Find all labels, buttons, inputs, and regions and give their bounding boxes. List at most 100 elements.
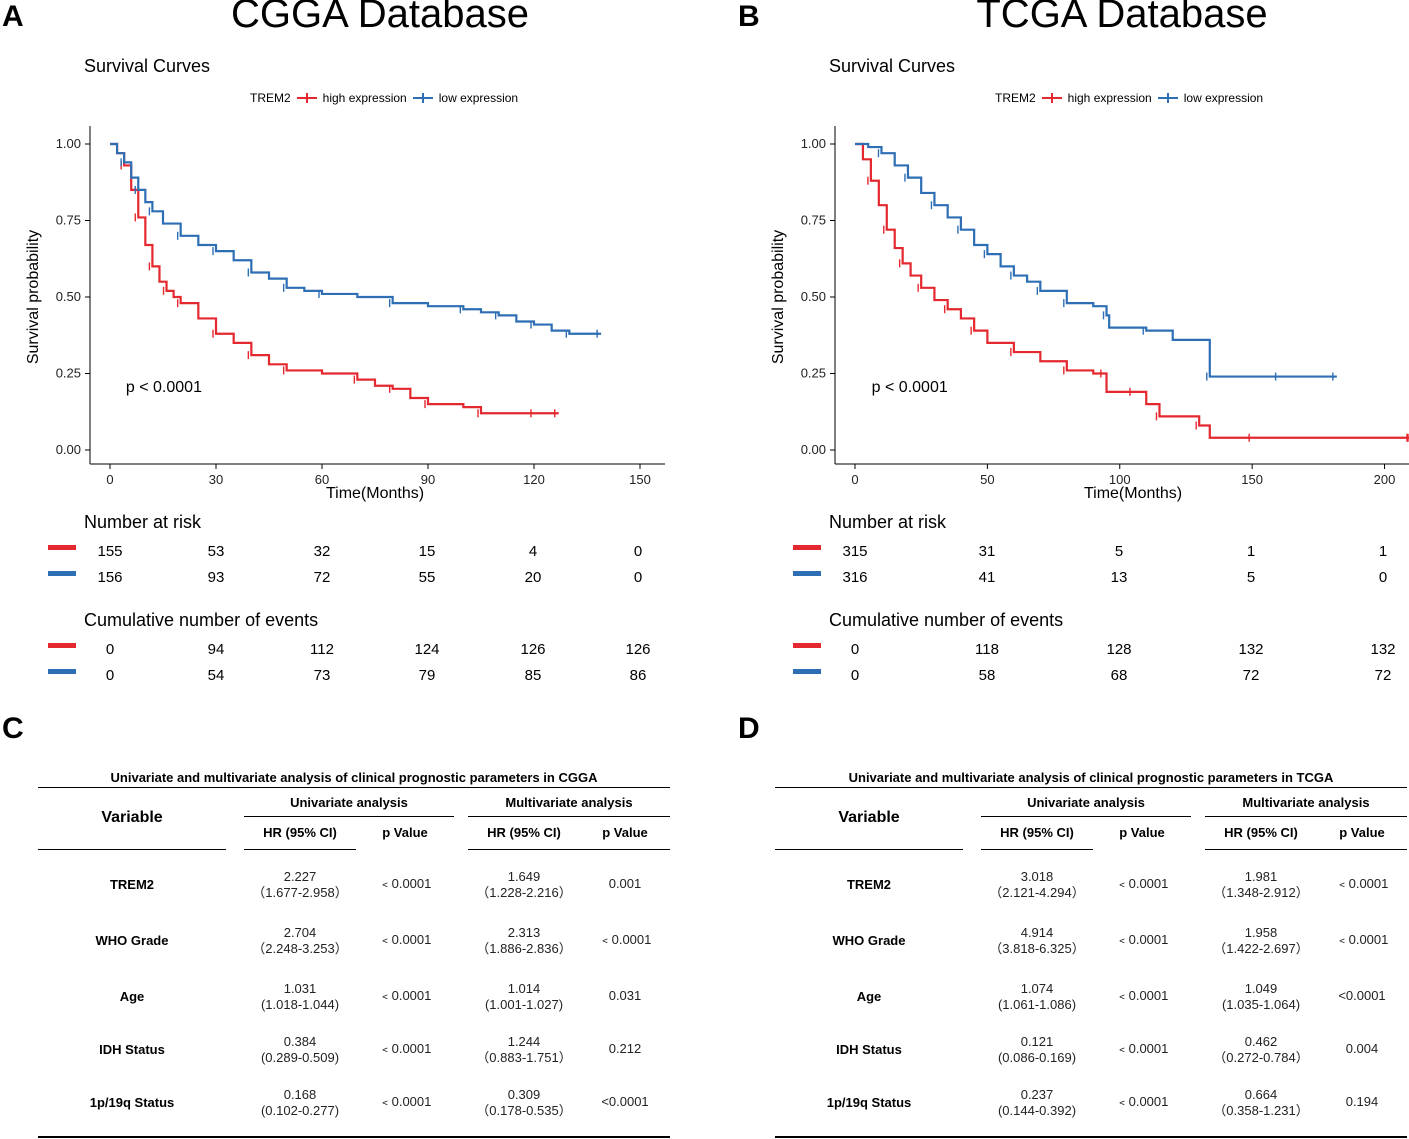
row-multi-ci: (1.001-1.027) <box>484 997 564 1012</box>
tcga-legend: TREM2 high expression low expression <box>995 91 1263 105</box>
row-multi-ci: （0.358-1.231） <box>1213 1103 1309 1118</box>
header-p: p Value <box>1339 825 1385 840</box>
tcga-events-high-bar <box>793 643 821 648</box>
events-low-value: 72 <box>1242 667 1260 684</box>
y-tick-label: 0.00 <box>56 442 81 457</box>
events-high-value: 112 <box>310 641 334 658</box>
header-rule <box>468 849 670 850</box>
row-uni-ci: (0.289-0.509) <box>260 1050 340 1065</box>
x-tick-label: 60 <box>315 472 329 487</box>
row-variable: Age <box>856 989 882 1004</box>
risk-low-value: 93 <box>207 569 225 586</box>
row-uni-p: ﹤0.0001 <box>378 876 432 891</box>
cgga-survival-plot: 0.00 0.25 0.50 0.75 1.00 0 30 60 90 120 150 Time(Mo… <box>25 126 665 502</box>
row-multi-hr: 0.462 <box>1244 1034 1278 1049</box>
risk-low-value: 5 <box>1246 569 1256 586</box>
events-high-value: 126 <box>625 641 651 658</box>
risk-high-value: 15 <box>418 543 436 560</box>
legend-title: TREM2 <box>995 91 1036 105</box>
table-bottom-rule <box>775 1136 1407 1138</box>
risk-low-value: 20 <box>524 569 542 586</box>
x-tick-label: 30 <box>209 472 223 487</box>
risk-high-value: 4 <box>528 543 538 560</box>
y-axis-title: Survival probability <box>770 230 787 364</box>
row-multi-p: ﹤0.0001 <box>598 932 652 947</box>
row-multi-ci: （1.228-2.216） <box>476 885 572 900</box>
risk-high-value: 53 <box>207 543 225 560</box>
row-multi-p: ﹤0.0001 <box>1335 876 1389 891</box>
univariate-rule <box>244 816 454 817</box>
y-tick-label: 0.50 <box>801 289 826 304</box>
x-tick-label: 0 <box>106 472 113 487</box>
header-hr: HR (95% CI) <box>487 825 561 840</box>
risk-low-value: 0 <box>633 569 643 586</box>
y-tick-label: 0.25 <box>801 366 826 381</box>
header-univariate: Univariate analysis <box>1027 795 1145 810</box>
table-top-rule <box>38 787 670 788</box>
events-high-value: 124 <box>414 641 440 658</box>
row-multi-hr: 1.244 <box>507 1034 541 1049</box>
row-multi-p: 0.212 <box>608 1041 642 1056</box>
risk-high-value: 31 <box>978 543 996 560</box>
events-high-value: 0 <box>105 641 115 658</box>
cgga-events-low-bar <box>48 669 76 674</box>
legend-low-swatch <box>1157 93 1178 103</box>
row-variable: IDH Status <box>836 1042 902 1057</box>
y-tick-label: 0.75 <box>56 213 81 228</box>
univariate-rule <box>981 816 1191 817</box>
risk-low-value: 55 <box>418 569 436 586</box>
events-low-value: 54 <box>207 667 225 684</box>
row-uni-ci: (0.086-0.169) <box>997 1050 1077 1065</box>
header-rule <box>775 849 963 850</box>
legend-low-label: low expression <box>1183 91 1264 105</box>
risk-low-value: 316 <box>842 569 868 586</box>
row-uni-ci: （3.818-6.325） <box>989 941 1085 956</box>
risk-low-value: 0 <box>1378 569 1388 586</box>
row-uni-p: ﹤0.0001 <box>378 988 432 1003</box>
cgga-risk-low-bar <box>48 571 76 576</box>
panel-letter-d: D <box>738 712 760 745</box>
row-uni-ci: (1.018-1.044) <box>260 997 340 1012</box>
cgga-risk-high-bar <box>48 545 76 550</box>
y-axis-title: Survival probability <box>25 230 42 364</box>
row-variable: IDH Status <box>99 1042 165 1057</box>
row-uni-ci: (0.144-0.392) <box>997 1103 1077 1118</box>
row-multi-hr: 2.313 <box>507 925 541 940</box>
row-variable: TREM2 <box>846 877 892 892</box>
row-variable: 1p/19q Status <box>89 1095 175 1110</box>
row-uni-p: ﹤0.0001 <box>1115 876 1169 891</box>
x-tick-label: 0 <box>851 472 858 487</box>
header-rule <box>1205 849 1407 850</box>
y-tick-label: 0.25 <box>56 366 81 381</box>
events-low-value: 79 <box>418 667 436 684</box>
legend-high-swatch <box>1041 93 1062 103</box>
row-uni-hr: 4.914 <box>1020 925 1054 940</box>
high-expression-curve <box>855 142 1409 439</box>
row-uni-hr: 2.704 <box>283 925 317 940</box>
x-tick-label: 150 <box>1241 472 1263 487</box>
row-uni-p: ﹤0.0001 <box>1115 1094 1169 1109</box>
row-variable: Age <box>119 989 145 1004</box>
row-uni-p: ﹤0.0001 <box>1115 1041 1169 1056</box>
header-univariate: Univariate analysis <box>290 795 408 810</box>
high-expression-curve <box>110 142 559 415</box>
tcga-chart-title: Survival Curves <box>829 56 956 76</box>
row-multi-p: ﹤0.0001 <box>1335 932 1389 947</box>
row-multi-p: <0.0001 <box>601 1094 649 1109</box>
header-hr: HR (95% CI) <box>1224 825 1298 840</box>
row-multi-hr: 0.309 <box>507 1087 541 1102</box>
cgga-number-at-risk-title: Number at risk <box>84 512 202 532</box>
row-uni-hr: 0.121 <box>1020 1034 1054 1049</box>
panel-letter-c: C <box>2 712 24 745</box>
row-multi-p: 0.001 <box>608 876 642 891</box>
risk-high-value: 155 <box>97 543 123 560</box>
row-uni-hr: 0.237 <box>1020 1087 1054 1102</box>
tcga-number-at-risk-title: Number at risk <box>829 512 947 532</box>
tcga-title: TCGA Database <box>976 0 1268 36</box>
risk-high-value: 1 <box>1246 543 1256 560</box>
cgga-cox-table: Univariate and multivariate analysis of … <box>38 770 670 1139</box>
row-uni-hr: 1.074 <box>1020 981 1054 996</box>
legend-high-label: high expression <box>1067 91 1152 105</box>
row-variable: WHO Grade <box>832 933 906 948</box>
row-uni-ci: (0.102-0.277) <box>260 1103 340 1118</box>
